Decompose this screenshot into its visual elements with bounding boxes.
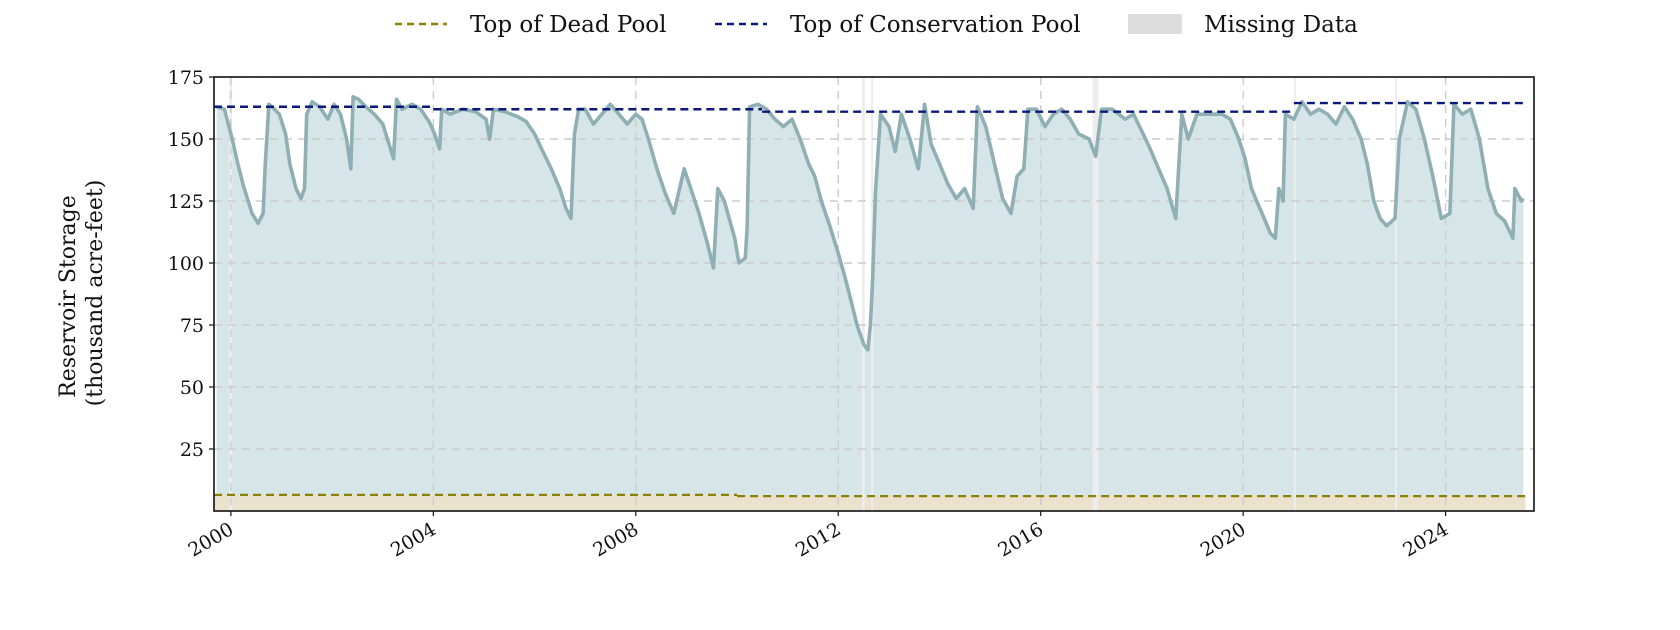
y-tick-label-25: 25 [180,439,204,461]
plot-frame [213,76,1535,512]
y-tick-label-50: 50 [180,377,204,399]
missing-data-band-3 [1092,77,1099,511]
legend-swatch-missing-data [1128,14,1182,34]
y-axis-label-line-1: Reservoir Storage [56,195,81,398]
missing-data-band-1 [861,77,865,511]
y-axis-label-line-2: (thousand acre-feet) [83,180,108,407]
legend-label-dead-pool: Top of Dead Pool [470,12,667,38]
dead-pool-band-0 [214,494,738,511]
y-tick-label-125: 125 [168,191,204,213]
legend-label-conservation-pool: Top of Conservation Pool [790,12,1081,38]
x-tick-label-2012: 2012 [792,518,845,561]
y-tick-label-100: 100 [168,253,204,275]
x-tick-label-2020: 2020 [1197,518,1250,561]
missing-data-band-4 [1293,77,1296,511]
missing-data-band-5 [1395,77,1398,511]
y-tick-label-175: 175 [168,67,204,89]
x-axis-ticks: 2000 2004 2008 2012 2016 2020 2024 [185,511,1452,562]
x-tick-label-2000: 2000 [185,518,238,561]
x-tick-label-2004: 2004 [387,518,440,561]
storage-line [216,95,1525,352]
storage-line-layer [216,95,1525,352]
y-axis-label: Reservoir Storage (thousand acre-feet) [56,180,108,407]
y-axis-ticks: 25 50 75 100 125 150 175 [168,67,214,461]
dead-pool-band-1 [737,496,1526,511]
y-tick-label-150: 150 [168,129,204,151]
legend: Top of Dead Pool Top of Conservation Poo… [395,12,1358,38]
plot-area [214,77,1534,511]
x-tick-label-2008: 2008 [589,518,642,561]
legend-label-missing-data: Missing Data [1204,12,1358,38]
pool-lines-layer [214,101,1526,498]
y-tick-label-75: 75 [180,315,204,337]
x-tick-label-2024: 2024 [1399,518,1452,561]
x-tick-label-2016: 2016 [994,518,1047,561]
